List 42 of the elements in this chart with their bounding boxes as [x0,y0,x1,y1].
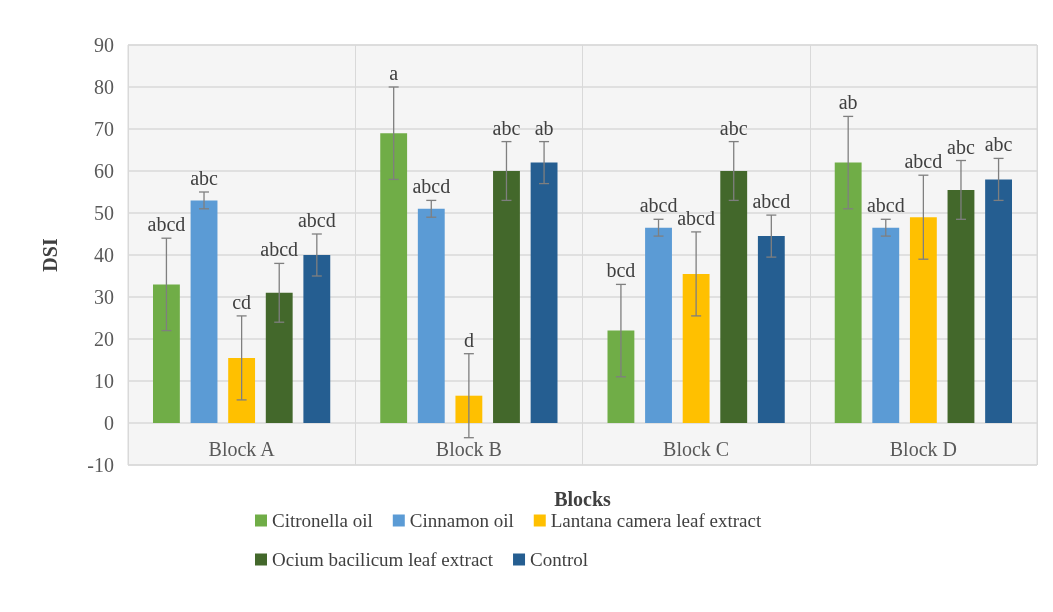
data-label: abc [719,116,748,139]
data-label: abcd [866,194,905,217]
data-label: bcd [606,259,636,282]
legend-label: Control [530,549,589,570]
data-label: ab [838,91,858,114]
data-label: abc [492,116,521,139]
y-tick-label: 90 [94,34,114,56]
legend-label: Ocium bacilicum leaf extract [272,549,494,570]
data-label: abc [984,133,1013,156]
x-tick-label: Block B [435,438,502,460]
data-label: abcd [639,194,678,217]
y-tick-label: 10 [94,370,114,392]
x-tick-label: Block A [208,438,276,460]
y-tick-label: 20 [94,328,114,350]
data-label: abcd [147,213,186,236]
data-label: abcd [677,206,716,229]
legend-label: Cinnamon oil [409,510,514,531]
data-label: abcd [752,190,791,213]
data-label: abcd [904,150,943,173]
data-label: abcd [260,238,299,261]
data-label: abcd [297,209,336,231]
data-label: cd [232,290,252,313]
y-axis-title: DSI [39,238,61,272]
data-label: abcd [412,175,451,198]
y-tick-label: 30 [94,286,114,308]
y-tick-label: 50 [94,202,114,224]
data-label: abc [947,135,975,158]
x-axis-title: Blocks [554,488,612,510]
data-label: abc [190,167,219,189]
y-tick-label: 0 [104,412,114,434]
data-label: ab [534,116,554,139]
x-tick-label: Block C [663,438,730,460]
legend-label: Lantana camera leaf extract [550,510,762,531]
y-tick-label: 70 [94,118,114,140]
x-tick-label: Block D [889,438,957,460]
data-label: d [463,328,474,351]
y-tick-label: -10 [87,454,114,476]
y-tick-label: 80 [94,76,114,98]
y-tick-label: 40 [94,244,114,266]
legend-label: Citronella oil [272,510,373,531]
y-tick-label: 60 [94,160,114,182]
data-label: a [389,62,399,84]
